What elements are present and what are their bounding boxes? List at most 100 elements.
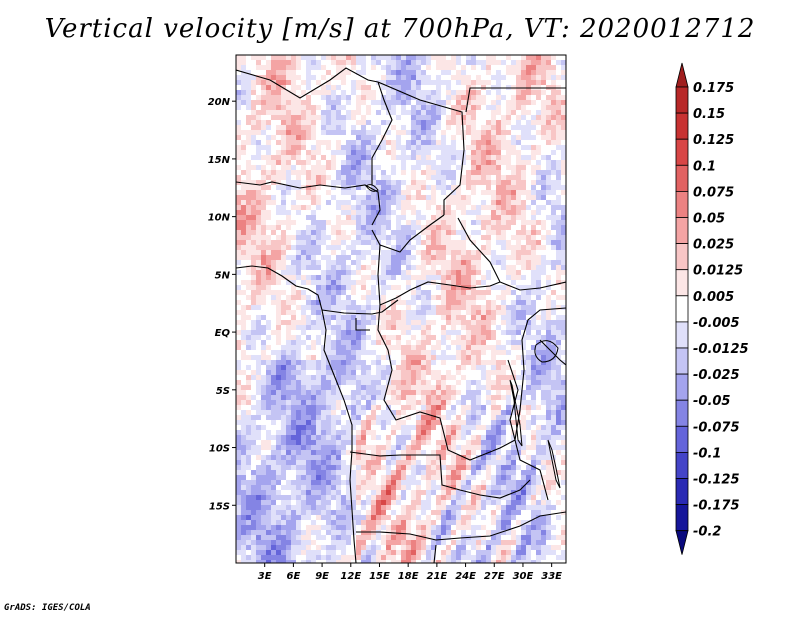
- field-cell: [351, 385, 357, 391]
- field-cell: [236, 300, 242, 306]
- field-cell: [271, 340, 277, 346]
- field-cell: [491, 185, 497, 191]
- field-cell: [251, 115, 257, 121]
- field-cell: [506, 385, 512, 391]
- field-cell: [256, 425, 262, 431]
- field-cell: [266, 80, 272, 86]
- field-cell: [341, 135, 347, 141]
- field-cell: [461, 170, 467, 176]
- field-cell: [456, 310, 462, 316]
- field-cell: [316, 80, 322, 86]
- field-cell: [421, 140, 427, 146]
- field-cell: [261, 380, 267, 386]
- field-cell: [256, 385, 262, 391]
- field-cell: [261, 135, 267, 141]
- field-cell: [321, 205, 327, 211]
- field-cell: [511, 170, 517, 176]
- field-cell: [251, 85, 257, 91]
- field-cell: [366, 100, 372, 106]
- field-cell: [246, 330, 252, 336]
- field-cell: [241, 340, 247, 346]
- field-cell: [446, 300, 452, 306]
- field-cell: [341, 70, 347, 76]
- field-cell: [366, 250, 372, 256]
- field-cell: [291, 195, 297, 201]
- field-cell: [256, 340, 262, 346]
- field-cell: [236, 290, 242, 296]
- field-cell: [291, 270, 297, 276]
- field-cell: [451, 210, 457, 216]
- field-cell: [411, 190, 417, 196]
- field-cell: [236, 220, 242, 226]
- field-cell: [426, 300, 432, 306]
- field-cell: [366, 370, 372, 376]
- field-cell: [246, 215, 252, 221]
- field-cell: [501, 260, 507, 266]
- field-cell: [291, 55, 297, 61]
- field-cell: [271, 385, 277, 391]
- field-cell: [366, 325, 372, 331]
- field-cell: [441, 150, 447, 156]
- field-cell: [451, 265, 457, 271]
- field-cell: [386, 155, 392, 161]
- field-cell: [486, 420, 492, 426]
- field-cell: [476, 155, 482, 161]
- field-cell: [301, 265, 307, 271]
- field-cell: [421, 185, 427, 191]
- field-cell: [406, 200, 412, 206]
- field-cell: [426, 135, 432, 141]
- field-cell: [346, 300, 352, 306]
- field-cell: [346, 405, 352, 411]
- field-cell: [321, 240, 327, 246]
- field-cell: [296, 120, 302, 126]
- field-cell: [551, 225, 557, 231]
- field-cell: [291, 240, 297, 246]
- field-cell: [436, 95, 442, 101]
- field-cell: [341, 300, 347, 306]
- field-cell: [421, 60, 427, 66]
- field-cell: [431, 425, 437, 431]
- field-cell: [301, 75, 307, 81]
- field-cell: [311, 300, 317, 306]
- field-cell: [376, 55, 382, 61]
- field-cell: [366, 390, 372, 396]
- field-cell: [536, 320, 542, 326]
- field-cell: [556, 310, 562, 316]
- field-cell: [416, 150, 422, 156]
- field-cell: [516, 75, 522, 81]
- field-cell: [356, 380, 362, 386]
- field-cell: [241, 410, 247, 416]
- field-cell: [291, 300, 297, 306]
- field-cell: [296, 355, 302, 361]
- field-cell: [351, 150, 357, 156]
- field-cell: [411, 405, 417, 411]
- field-cell: [551, 215, 557, 221]
- field-cell: [301, 55, 307, 61]
- field-cell: [406, 405, 412, 411]
- field-cell: [456, 155, 462, 161]
- field-cell: [326, 290, 332, 296]
- field-cell: [361, 430, 367, 436]
- field-cell: [271, 200, 277, 206]
- field-cell: [516, 190, 522, 196]
- field-cell: [546, 60, 552, 66]
- field-cell: [336, 130, 342, 136]
- field-cell: [306, 250, 312, 256]
- field-cell: [406, 360, 412, 366]
- field-cell: [471, 170, 477, 176]
- field-cell: [391, 430, 397, 436]
- field-cell: [561, 285, 566, 291]
- field-cell: [356, 195, 362, 201]
- field-cell: [471, 385, 477, 391]
- field-cell: [396, 215, 402, 221]
- field-cell: [556, 325, 562, 331]
- field-cell: [486, 340, 492, 346]
- field-cell: [366, 405, 372, 411]
- field-cell: [391, 130, 397, 136]
- field-cell: [426, 250, 432, 256]
- field-cell: [401, 370, 407, 376]
- field-cell: [316, 385, 322, 391]
- field-cell: [476, 230, 482, 236]
- field-cell: [561, 180, 566, 186]
- field-cell: [306, 195, 312, 201]
